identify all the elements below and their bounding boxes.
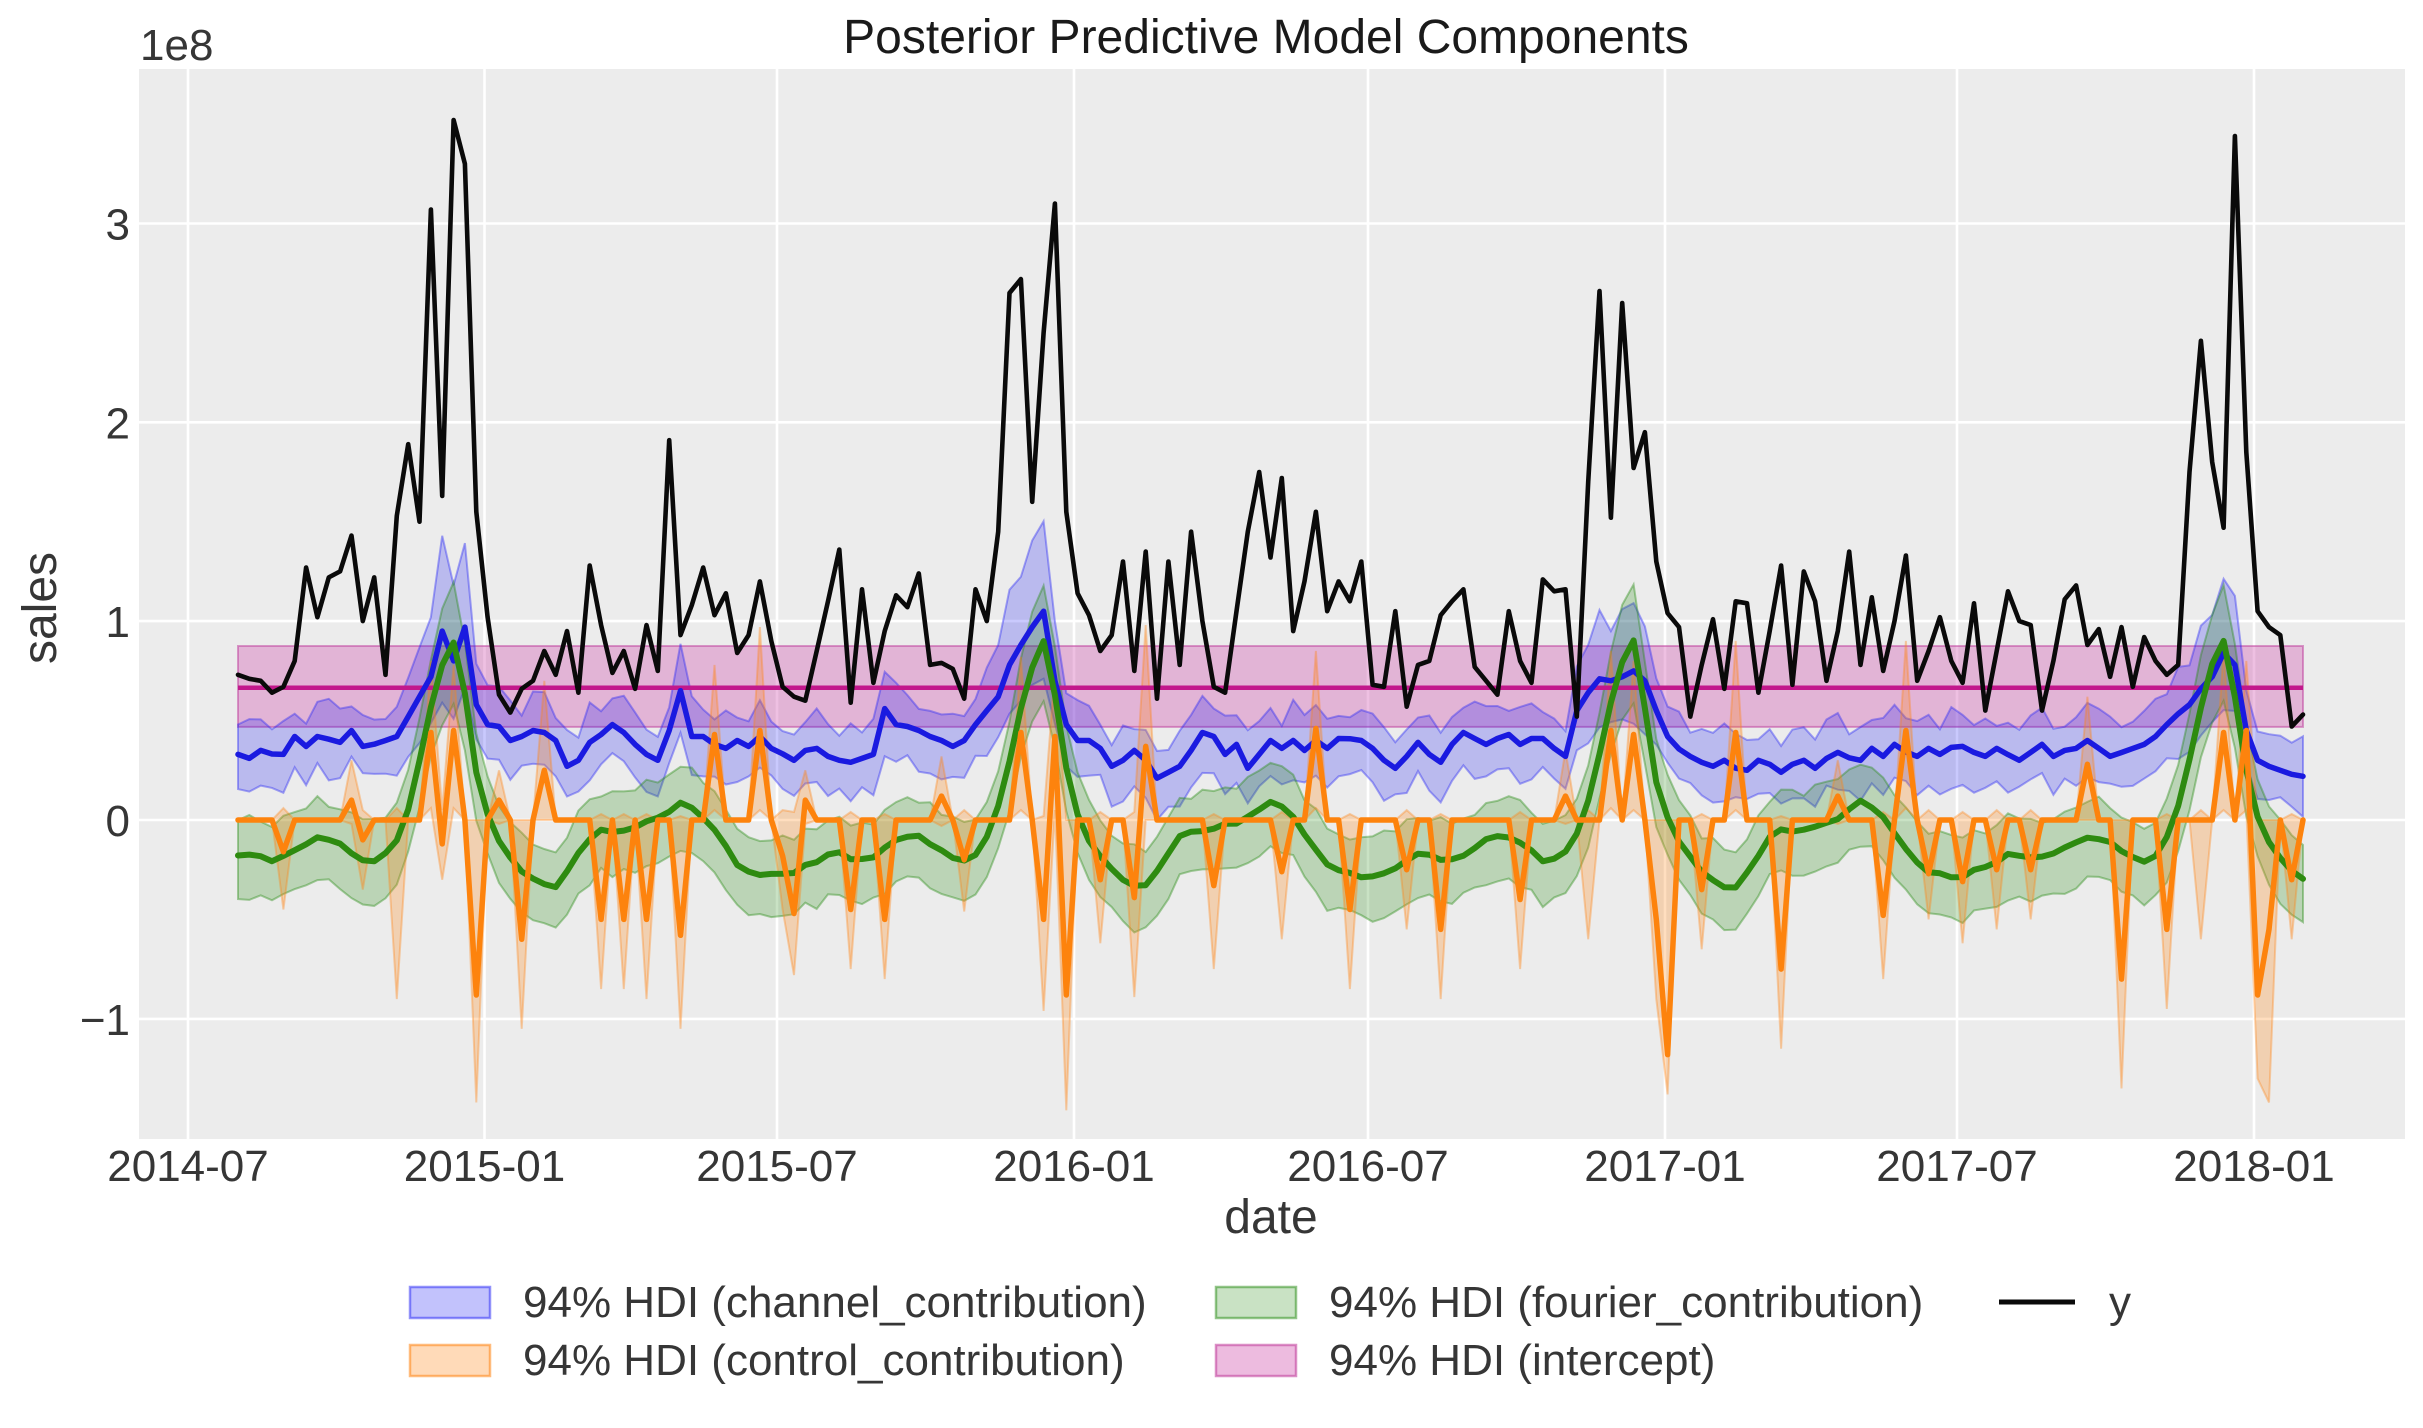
svg-text:2015-07: 2015-07 (696, 1142, 857, 1191)
svg-text:0: 0 (106, 797, 130, 846)
svg-text:1e8: 1e8 (140, 21, 213, 70)
svg-text:2: 2 (106, 399, 130, 448)
svg-text:−1: −1 (80, 996, 130, 1045)
svg-text:2014-07: 2014-07 (107, 1142, 268, 1191)
svg-text:94% HDI (channel_contribution): 94% HDI (channel_contribution) (523, 1278, 1147, 1327)
svg-text:2016-01: 2016-01 (993, 1142, 1154, 1191)
svg-text:Posterior Predictive Model Com: Posterior Predictive Model Components (843, 11, 1689, 64)
svg-text:2015-01: 2015-01 (404, 1142, 565, 1191)
svg-text:sales: sales (14, 552, 67, 664)
svg-text:2016-07: 2016-07 (1287, 1142, 1448, 1191)
svg-text:94% HDI (fourier_contribution): 94% HDI (fourier_contribution) (1329, 1278, 1923, 1327)
svg-text:94% HDI (control_contribution): 94% HDI (control_contribution) (523, 1336, 1125, 1385)
svg-text:94% HDI (intercept): 94% HDI (intercept) (1329, 1336, 1715, 1385)
svg-text:1: 1 (106, 598, 130, 647)
svg-text:date: date (1224, 1191, 1317, 1244)
svg-text:y: y (2109, 1278, 2131, 1327)
svg-text:2018-01: 2018-01 (2173, 1142, 2334, 1191)
svg-text:2017-07: 2017-07 (1876, 1142, 2037, 1191)
svg-text:2017-01: 2017-01 (1584, 1142, 1745, 1191)
svg-text:3: 3 (106, 200, 130, 249)
